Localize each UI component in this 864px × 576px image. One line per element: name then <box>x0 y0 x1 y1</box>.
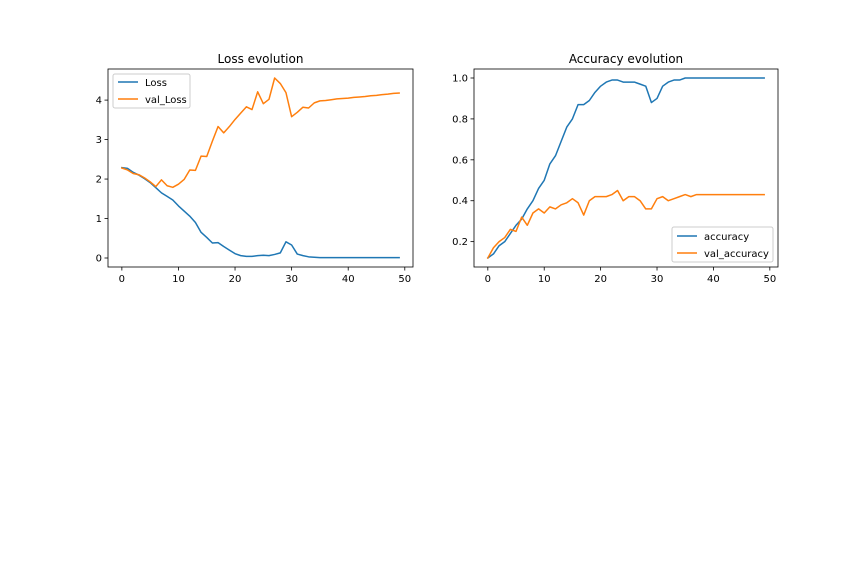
loss-y-tick-label: 4 <box>96 96 102 107</box>
accuracy-series-layer <box>486 77 765 260</box>
accuracy-plot-frame <box>473 68 779 268</box>
accuracy-legend-label-val-accuracy: val_accuracy <box>704 249 769 260</box>
accuracy-x-tick-label: 10 <box>538 274 551 285</box>
loss-series-line-loss <box>121 166 400 259</box>
loss-legend: Loss val_Loss <box>112 73 191 109</box>
accuracy-legend-label-accuracy: accuracy <box>704 232 749 243</box>
accuracy-tick-layer: 0 10 20 30 40 50 0.2 0.4 0.6 0.8 1.0 <box>452 74 776 286</box>
loss-legend-label-val-loss: val_Loss <box>145 95 187 106</box>
accuracy-legend: accuracy val_accuracy <box>671 226 774 263</box>
accuracy-x-tick-label: 0 <box>485 274 491 285</box>
accuracy-series-line-val-accuracy <box>486 189 765 260</box>
accuracy-y-tick-label: 0.2 <box>452 237 468 248</box>
loss-legend-label-loss: Loss <box>145 78 167 89</box>
loss-x-tick-label: 20 <box>229 274 242 285</box>
loss-y-tick-label: 2 <box>96 175 102 186</box>
accuracy-y-tick-label: 0.6 <box>452 155 468 166</box>
loss-tick-layer: 0 10 20 30 40 50 0 1 2 3 4 <box>96 96 412 285</box>
accuracy-y-tick-label: 0.8 <box>452 114 468 125</box>
accuracy-y-tick-label: 0.4 <box>452 196 468 207</box>
accuracy-x-tick-label: 50 <box>763 274 776 285</box>
loss-x-tick-label: 50 <box>398 274 411 285</box>
loss-plot-frame <box>107 68 414 268</box>
accuracy-chart-title: Accuracy evolution <box>569 52 683 66</box>
loss-x-tick-label: 30 <box>285 274 298 285</box>
loss-y-tick-label: 0 <box>96 254 102 265</box>
loss-chart: Loss evolution 0 10 20 30 40 50 0 1 2 3 4 Loss val… <box>96 52 414 285</box>
loss-series-line-val-loss <box>120 77 400 189</box>
accuracy-legend-box <box>671 226 774 263</box>
accuracy-y-tick-label: 1.0 <box>452 74 468 85</box>
accuracy-x-tick-label: 30 <box>651 274 664 285</box>
accuracy-chart: Accuracy evolution 0 10 20 30 40 500.20.40.60… <box>452 52 779 286</box>
loss-y-tick-label: 3 <box>96 135 102 146</box>
accuracy-x-tick-label: 20 <box>594 274 607 285</box>
loss-x-tick-label: 40 <box>342 274 355 285</box>
accuracy-x-tick-label: 40 <box>707 274 720 285</box>
loss-x-tick-label: 0 <box>119 274 125 285</box>
accuracy-series-line-accuracy <box>486 77 765 260</box>
loss-chart-title: Loss evolution <box>218 52 304 66</box>
loss-series-layer <box>120 77 400 259</box>
loss-x-tick-label: 10 <box>172 274 185 285</box>
loss-y-tick-label: 1 <box>96 214 102 225</box>
